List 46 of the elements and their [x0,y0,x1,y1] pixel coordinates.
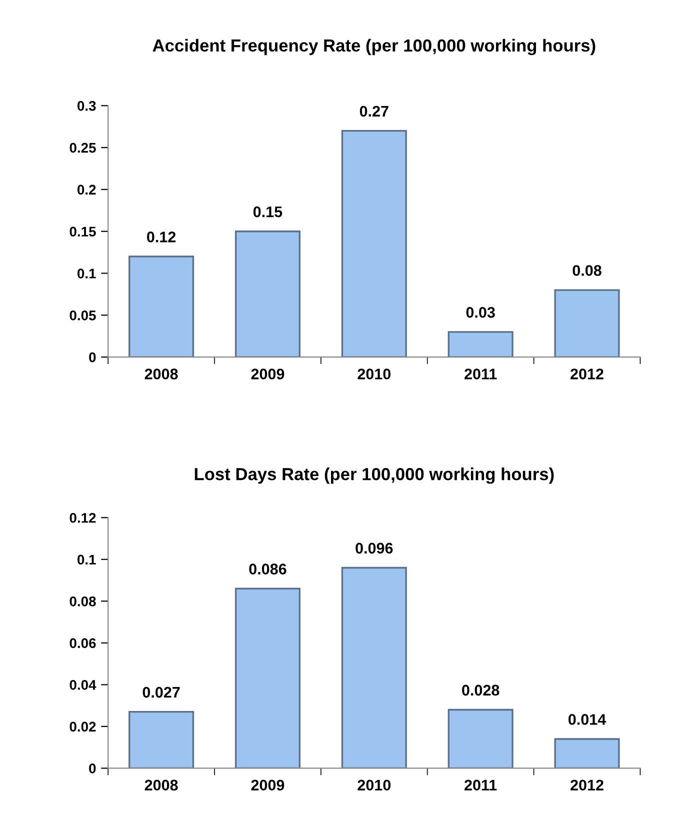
y-tick-label: 0.1 [78,268,96,278]
x-tick-label: 2012 [570,368,604,380]
bar [128,711,194,768]
x-tick-label: 2010 [358,368,391,380]
x-tick-label: 2008 [144,780,178,791]
data-label: 0.27 [360,106,388,117]
y-tick-label: 0.02 [70,722,96,732]
chart-title: Lost Days Rate (per 100,000 working hours) [194,468,554,484]
x-tick-label: 2008 [144,368,178,380]
bar [341,566,407,768]
y-tick-label: 0.25 [70,142,96,153]
x-tick-label: 2012 [570,780,604,791]
bar [234,588,300,768]
x-tick-label: 2009 [251,368,284,380]
data-label: 0.028 [462,684,500,696]
chart-title: Accident Frequency Rate (per 100,000 working hours) [152,38,596,56]
bar [448,331,514,358]
x-tick-label: 2010 [358,780,391,791]
data-label: 0.027 [142,686,180,698]
y-tick-label: 0.1 [78,554,96,565]
y-tick-label: 0.04 [70,680,96,690]
x-tick-label: 2009 [251,780,284,791]
y-tick-label: 0.12 [70,512,96,523]
bar [554,738,620,768]
y-tick-label: 0.05 [70,310,96,320]
data-label: 0.03 [466,306,495,318]
y-tick-label: 0 [89,764,96,774]
data-label: 0.12 [147,232,176,242]
data-label: 0.08 [572,265,602,276]
bar [128,256,194,358]
y-tick-label: 0.2 [78,184,96,195]
y-tick-label: 0.08 [70,596,96,606]
data-label: 0.15 [253,206,282,218]
data-label: 0.096 [356,542,393,554]
x-tick-label: 2011 [464,780,497,791]
bar [448,708,514,768]
y-tick-label: 0.06 [70,638,96,648]
bar [234,230,300,358]
data-label: 0.086 [249,564,286,574]
y-tick-label: 0.15 [70,226,96,237]
bar [554,289,620,358]
bar [341,130,407,358]
data-label: 0.014 [568,714,606,725]
y-tick-label: 0.3 [78,100,96,111]
x-tick-label: 2011 [464,368,497,380]
y-tick-label: 0 [89,352,96,362]
